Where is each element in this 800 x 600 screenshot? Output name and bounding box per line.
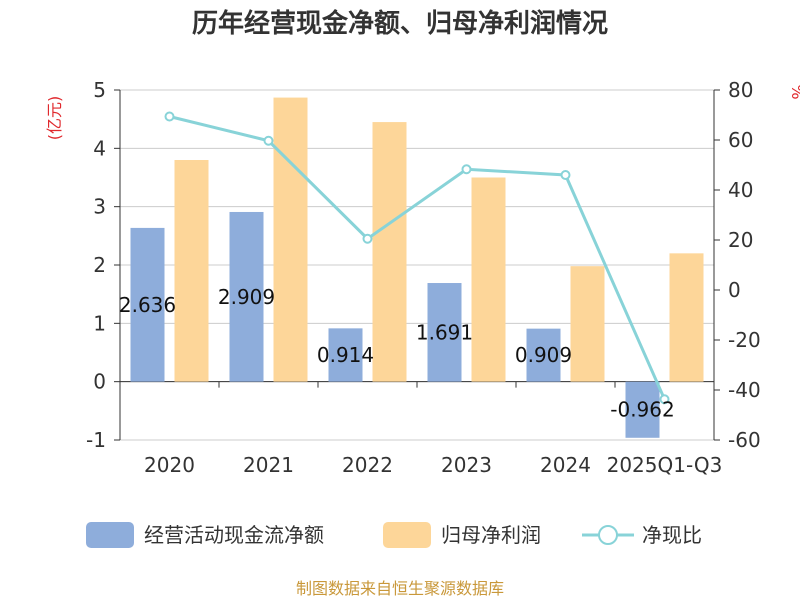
- cashflow-bar: [229, 211, 264, 382]
- legend-swatch-net-profit: [383, 522, 431, 548]
- cashflow-bar: [130, 227, 165, 382]
- net-profit-bar: [372, 122, 407, 382]
- legend: 经营活动现金流净额 归母净利润 净现比: [86, 522, 702, 548]
- cashflow-bar: [328, 328, 363, 382]
- cashflow-data-label: 2.909: [218, 285, 275, 309]
- left-tick-label: -1: [86, 428, 106, 452]
- cashflow-bar: [526, 328, 561, 382]
- legend-label-cashflow: 经营活动现金流净额: [144, 523, 324, 547]
- chart-title: 历年经营现金净额、归母净利润情况: [192, 8, 608, 39]
- left-tick-label: 1: [93, 311, 106, 335]
- ratio-point: [659, 394, 670, 405]
- legend-marker-ratio: [598, 525, 618, 545]
- axes: -1 0 1 2 3 4 5 -60 -40 -20 0 20 40 60 80 2020 2021 2022 20…: [86, 78, 761, 477]
- cashflow-data-label: 1.691: [416, 320, 473, 344]
- legend-label-net-profit: 归母净利润: [441, 523, 541, 547]
- net-profit-bar: [669, 253, 704, 382]
- ratio-point: [164, 111, 175, 122]
- source-note: 制图数据来自恒生聚源数据库: [296, 579, 504, 598]
- bars: [130, 97, 704, 438]
- left-tick-label: 2: [93, 253, 106, 277]
- legend-label-ratio: 净现比: [642, 523, 702, 547]
- right-tick-label: 80: [728, 78, 753, 102]
- cashflow-bar: [625, 381, 660, 438]
- x-tick-label: 2024: [540, 453, 591, 477]
- x-tick-label: 2021: [243, 453, 294, 477]
- net-profit-bar: [471, 177, 506, 382]
- net-profit-bar: [570, 266, 605, 382]
- right-tick-label: -20: [728, 328, 761, 352]
- right-tick-label: -60: [728, 428, 761, 452]
- legend-swatch-cashflow: [86, 522, 134, 548]
- right-tick-label: 40: [728, 178, 753, 202]
- left-axis-unit: (亿元): [45, 96, 64, 141]
- right-tick-label: 60: [728, 128, 753, 152]
- ratio-polyline: [169, 115, 666, 400]
- right-tick-label: 0: [728, 278, 741, 302]
- x-tick-label: 2022: [342, 453, 393, 477]
- left-tick-label: 0: [93, 370, 106, 394]
- ratio-point: [560, 170, 571, 180]
- left-tick-label: 3: [93, 195, 106, 219]
- ratio-point: [461, 164, 472, 175]
- cashflow-data-label: -0.962: [610, 398, 674, 422]
- cashflow-data-label: 0.909: [515, 343, 572, 367]
- right-tick-label: -40: [728, 378, 761, 402]
- x-tick-label: 2025Q1-Q3: [607, 453, 723, 477]
- x-tick-label: 2020: [144, 453, 195, 477]
- cashflow-bar: [427, 283, 462, 382]
- x-tick-label: 2023: [441, 453, 492, 477]
- net-profit-bar: [174, 160, 209, 382]
- data-labels: 2.636 2.909 0.914 1.691 0.909 -0.962: [119, 285, 675, 422]
- ratio-line: [164, 111, 670, 405]
- cashflow-data-label: 2.636: [119, 293, 176, 317]
- net-profit-bar: [273, 97, 308, 382]
- ratio-point: [263, 135, 274, 146]
- left-tick-label: 4: [93, 136, 106, 160]
- right-axis-unit: %: [788, 84, 800, 99]
- cashflow-data-label: 0.914: [317, 343, 374, 367]
- ratio-point: [362, 233, 373, 244]
- right-tick-label: 20: [728, 228, 753, 252]
- left-tick-label: 5: [93, 78, 106, 102]
